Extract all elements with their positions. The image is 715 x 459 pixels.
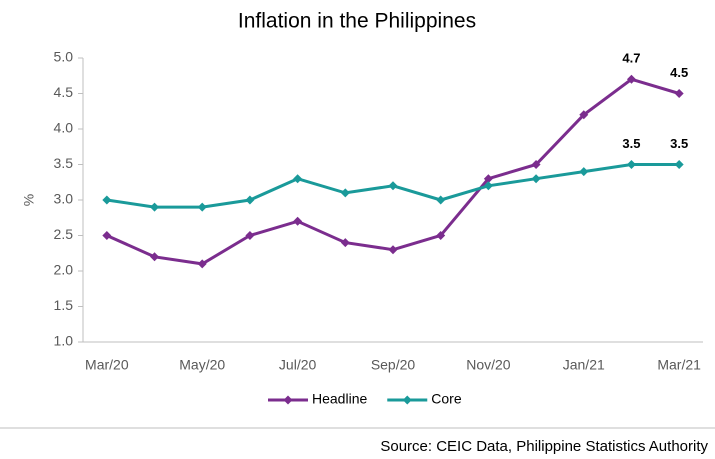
point (579, 167, 589, 177)
chart-title: Inflation in the Philippines (238, 10, 476, 33)
point (483, 174, 493, 184)
x-tick-label: Sep/20 (371, 357, 416, 373)
point (150, 252, 160, 262)
point (626, 74, 636, 84)
data-label: 4.7 (622, 51, 640, 66)
point (102, 195, 112, 205)
legend-label: Core (431, 391, 462, 407)
point (531, 160, 541, 169)
point (293, 174, 303, 184)
y-tick-label: 3.0 (54, 191, 74, 207)
point (388, 181, 398, 191)
x-tick-label: Mar/21 (657, 357, 701, 373)
point (340, 238, 350, 248)
data-label: 3.5 (670, 136, 688, 151)
point (674, 89, 684, 98)
y-axis-label: % (21, 194, 37, 206)
point (150, 202, 160, 212)
point (293, 216, 303, 226)
legend-label: Headline (312, 391, 367, 407)
point (579, 110, 589, 120)
point (674, 160, 684, 169)
x-tick-label: Jan/21 (563, 357, 605, 373)
y-tick-label: 2.0 (54, 262, 74, 278)
point (197, 202, 207, 212)
legend-marker (402, 395, 412, 405)
point (197, 259, 207, 269)
point (483, 181, 493, 191)
x-tick-label: Mar/20 (85, 357, 129, 373)
data-label: 4.5 (670, 65, 688, 80)
legend-marker (283, 395, 293, 405)
x-tick-label: Nov/20 (466, 357, 511, 373)
point (531, 174, 541, 184)
x-tick-label: Jul/20 (279, 357, 317, 373)
y-tick-label: 4.5 (54, 84, 74, 100)
point (388, 245, 398, 255)
point (245, 231, 255, 240)
point (436, 231, 446, 240)
point (436, 195, 446, 205)
y-tick-label: 4.0 (54, 120, 74, 136)
y-tick-label: 5.0 (54, 49, 74, 65)
point (102, 231, 112, 240)
point (245, 195, 255, 205)
y-tick-label: 3.5 (54, 155, 74, 171)
y-tick-label: 2.5 (54, 226, 74, 242)
y-tick-label: 1.0 (54, 333, 74, 349)
data-label: 3.5 (622, 136, 640, 151)
source: Source: CEIC Data, Philippine Statistics… (380, 438, 708, 455)
point (340, 188, 350, 198)
x-tick-label: May/20 (179, 357, 225, 373)
y-tick-label: 1.5 (54, 297, 74, 313)
point (626, 160, 636, 169)
